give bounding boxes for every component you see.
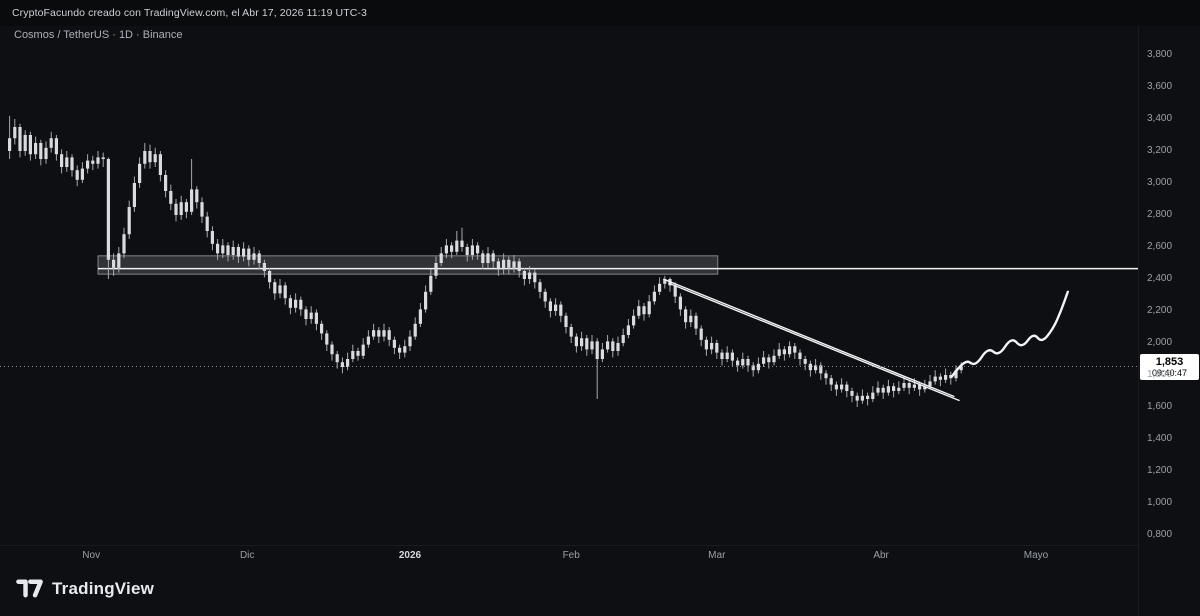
price-flag-countdown: 09:40:47 — [1151, 367, 1188, 378]
time-tick-label: Nov — [82, 550, 101, 561]
price-tick-label: 2,600 — [1147, 241, 1173, 252]
price-axis[interactable]: 1,853 09:40:47 3,800 3,600 3,400 3,200 3,000… — [1138, 26, 1200, 616]
price-flag-price: 1,853 — [1155, 355, 1184, 368]
price-tick-label: 0,800 — [1147, 529, 1173, 540]
price-tick-label: 3,800 — [1147, 49, 1173, 60]
tradingview-logo[interactable]: TradingView — [16, 575, 154, 603]
time-tick-label: Abr — [873, 550, 889, 561]
time-tick-label: Mayo — [1023, 550, 1049, 561]
time-tick-label: Feb — [562, 550, 580, 561]
time-tick-label: 2026 — [398, 550, 422, 561]
price-tick-label: 1,600 — [1147, 401, 1173, 412]
price-tick-label: 3,400 — [1147, 113, 1173, 124]
time-tick-label: Mar — [708, 550, 726, 561]
chart-canvas[interactable] — [0, 0, 1138, 616]
price-tick-label: 2,800 — [1147, 209, 1173, 220]
tradingview-logo-text: TradingView — [52, 579, 155, 598]
tradingview-logo-icon — [16, 575, 43, 603]
price-tick-label: 1,400 — [1147, 433, 1173, 444]
price-tick-label: 1,800 — [1147, 369, 1173, 380]
price-tick-label: 1,200 — [1147, 465, 1173, 476]
price-tick-label: 2,000 — [1147, 337, 1173, 348]
price-tick-label: 2,400 — [1147, 273, 1173, 284]
price-tick-label: 3,200 — [1147, 145, 1173, 156]
price-tick-label: 3,000 — [1147, 177, 1173, 188]
price-tick-label: 1,000 — [1147, 497, 1173, 508]
symbol-title[interactable]: Cosmos / TetherUS · 1D · Binance — [14, 29, 183, 41]
price-flag: 1,853 09:40:47 — [1140, 353, 1199, 380]
time-tick-label: Dic — [239, 550, 255, 561]
top-attribution-bar: CryptoFacundo creado con TradingView.com… — [0, 0, 1200, 26]
time-axis[interactable]: Nov Dic 2026 Feb Mar Abr Mayo — [0, 545, 1138, 570]
price-tick-label: 2,200 — [1147, 305, 1173, 316]
attribution-text: CryptoFacundo creado con TradingView.com… — [12, 7, 367, 19]
price-tick-label: 3,600 — [1147, 81, 1173, 92]
